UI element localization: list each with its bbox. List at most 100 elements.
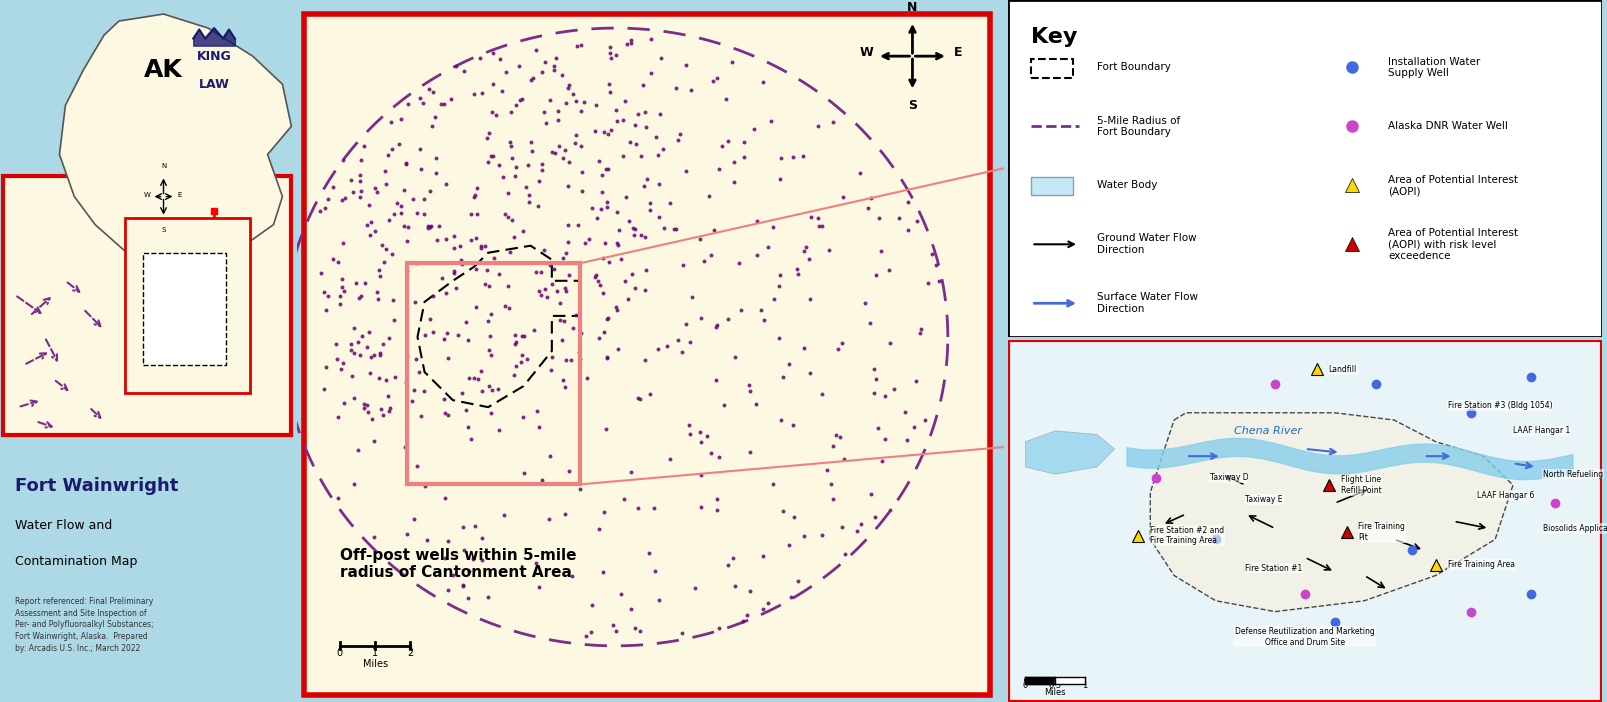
Point bbox=[450, 521, 476, 532]
Point bbox=[485, 384, 511, 395]
FancyBboxPatch shape bbox=[3, 176, 291, 435]
Point bbox=[366, 265, 392, 276]
Point bbox=[416, 83, 442, 94]
Point bbox=[542, 263, 567, 274]
Point bbox=[479, 408, 505, 419]
Point bbox=[556, 80, 582, 91]
Point bbox=[537, 259, 562, 270]
Point bbox=[408, 410, 434, 421]
Point bbox=[434, 178, 460, 190]
Point bbox=[564, 41, 590, 52]
Point bbox=[389, 114, 415, 125]
Point bbox=[919, 248, 945, 259]
Point bbox=[347, 292, 373, 303]
Point bbox=[665, 334, 691, 345]
Point bbox=[722, 352, 747, 363]
Point bbox=[521, 73, 546, 84]
Point bbox=[550, 152, 575, 164]
Text: 1: 1 bbox=[1082, 680, 1088, 689]
Point bbox=[468, 53, 493, 64]
Point bbox=[379, 294, 405, 305]
Point bbox=[791, 150, 816, 161]
Text: Off-post wells within 5-mile
radius of Cantonment Area: Off-post wells within 5-mile radius of C… bbox=[339, 548, 577, 580]
Point bbox=[644, 343, 670, 355]
Point bbox=[534, 117, 559, 128]
Point bbox=[677, 429, 702, 440]
Point bbox=[660, 224, 686, 235]
Text: Biosolids Application Site: Biosolids Application Site bbox=[1543, 524, 1607, 533]
Point bbox=[876, 264, 902, 275]
Point bbox=[468, 365, 493, 376]
Point bbox=[662, 223, 688, 234]
Point bbox=[848, 519, 874, 530]
Point bbox=[622, 119, 648, 131]
Point bbox=[442, 265, 468, 277]
Point bbox=[328, 364, 354, 375]
Point bbox=[509, 349, 535, 360]
Point bbox=[632, 285, 657, 296]
Point bbox=[432, 407, 458, 418]
Point bbox=[517, 136, 543, 147]
Point bbox=[479, 150, 505, 161]
Text: Defense Reutilization and Marketing
Office and Drum Site: Defense Reutilization and Marketing Offi… bbox=[1236, 627, 1374, 647]
Point bbox=[464, 208, 490, 220]
Point bbox=[469, 240, 495, 251]
Text: KING: KING bbox=[196, 50, 231, 62]
Point bbox=[657, 453, 683, 465]
Point bbox=[508, 357, 534, 368]
Text: Fort Boundary: Fort Boundary bbox=[1098, 62, 1170, 72]
Point bbox=[407, 93, 432, 104]
Point bbox=[625, 108, 651, 119]
Point bbox=[816, 244, 842, 256]
Point bbox=[463, 264, 489, 275]
Point bbox=[718, 57, 744, 68]
Point bbox=[392, 220, 418, 231]
Point bbox=[638, 388, 664, 399]
Point bbox=[325, 354, 350, 365]
Point bbox=[567, 484, 593, 495]
Point bbox=[734, 609, 760, 621]
Point bbox=[434, 327, 460, 338]
Point bbox=[704, 504, 730, 515]
Point bbox=[455, 421, 480, 432]
Text: Contamination Map: Contamination Map bbox=[14, 555, 137, 568]
Point bbox=[617, 604, 643, 615]
Point bbox=[447, 240, 472, 251]
Point bbox=[617, 137, 643, 148]
Point bbox=[532, 284, 558, 295]
Point bbox=[612, 275, 638, 286]
Point bbox=[432, 234, 458, 245]
Point bbox=[567, 140, 593, 152]
Text: Key: Key bbox=[1032, 27, 1078, 47]
Point bbox=[866, 422, 892, 433]
Point bbox=[877, 505, 903, 516]
Point bbox=[606, 239, 632, 251]
Point bbox=[569, 166, 595, 178]
Point bbox=[506, 60, 532, 72]
Text: Area of Potential Interest
(AOPI): Area of Potential Interest (AOPI) bbox=[1388, 175, 1519, 196]
Point bbox=[349, 330, 374, 341]
Point bbox=[638, 67, 664, 79]
Text: Area of Potential Interest
(AOPI) with risk level
exceedence: Area of Potential Interest (AOPI) with r… bbox=[1388, 227, 1519, 261]
Point bbox=[384, 198, 410, 209]
Point bbox=[895, 225, 921, 236]
Point bbox=[873, 391, 898, 402]
Point bbox=[435, 535, 461, 546]
Point bbox=[873, 433, 898, 444]
Point bbox=[903, 376, 929, 387]
Point bbox=[885, 213, 911, 224]
Polygon shape bbox=[1025, 431, 1115, 475]
Point bbox=[394, 235, 419, 246]
Text: Surface Water Flow
Direction: Surface Water Flow Direction bbox=[1098, 293, 1197, 314]
Point bbox=[527, 581, 553, 592]
Point bbox=[362, 532, 387, 543]
Point bbox=[677, 337, 702, 348]
Point bbox=[458, 433, 484, 444]
Point bbox=[673, 166, 699, 177]
Point bbox=[469, 88, 495, 99]
Point bbox=[434, 287, 460, 298]
Point bbox=[461, 373, 487, 384]
Point bbox=[455, 592, 480, 603]
Point bbox=[632, 106, 657, 117]
Point bbox=[474, 265, 500, 276]
